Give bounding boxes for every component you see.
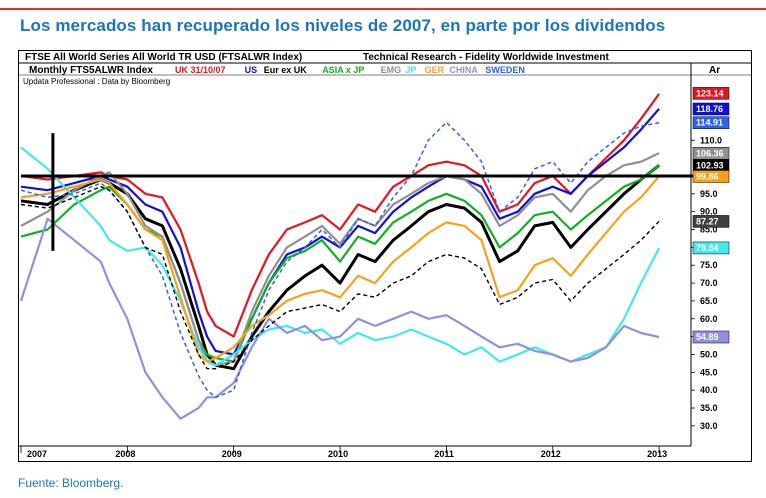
y-tick-label: 60.0 xyxy=(700,314,718,324)
legend-item: CHINA xyxy=(449,65,478,75)
x-tick-label: 2007 xyxy=(27,449,47,459)
legend-item: UK 31/10/07 xyxy=(175,65,226,75)
series-line xyxy=(20,164,660,363)
page-title: Los mercados han recuperado los niveles … xyxy=(20,16,666,35)
end-label-text: 114.91 xyxy=(696,118,723,128)
x-tick-label: 2013 xyxy=(647,449,667,459)
legend-item: GER xyxy=(425,65,445,75)
chart-svg: FTSE All World Series All World TR USD (… xyxy=(19,51,751,459)
y-tick-label: 65.0 xyxy=(700,296,718,306)
end-label-box xyxy=(692,330,730,344)
chart-title-right: Technical Research - Fidelity Worldwide … xyxy=(363,52,609,63)
y-tick-label: 40.0 xyxy=(700,385,718,395)
end-label-box xyxy=(692,116,730,129)
title-bar xyxy=(19,51,751,60)
series-line xyxy=(20,152,660,367)
y-tick-label: 90.0 xyxy=(700,207,718,217)
end-label-text: 79.84 xyxy=(696,243,719,253)
y-tick-label: 50.0 xyxy=(700,349,718,359)
legend-item: Eur ex UK xyxy=(264,65,308,75)
chart-subtitle: Monthly FTS5ALWR Index xyxy=(29,65,153,76)
end-label-box xyxy=(692,241,730,255)
legend-item: JP xyxy=(405,65,416,75)
x-tick-label: 2010 xyxy=(328,449,348,459)
end-label-box xyxy=(692,102,730,116)
end-label-text: 102.93 xyxy=(696,160,724,170)
y-tick-label: 35.0 xyxy=(700,403,718,413)
y-tick-label: 70.0 xyxy=(700,278,718,288)
series-line xyxy=(20,164,661,371)
chart-panel: FTSE All World Series All World TR USD (… xyxy=(18,50,752,462)
series-line xyxy=(19,217,660,420)
x-tick-label: 2009 xyxy=(222,449,242,459)
data-credit: Updata Professional : Data by Bloomberg xyxy=(23,77,170,86)
x-tick-label: 2008 xyxy=(115,449,135,459)
legend-item: SWEDEN xyxy=(485,65,525,75)
chart-title: FTSE All World Series All World TR USD (… xyxy=(25,52,302,63)
x-tick-label: 2011 xyxy=(434,449,454,459)
x-tick-label: 2012 xyxy=(541,449,561,459)
y-tick-label: 110.0 xyxy=(700,135,722,145)
end-label-text: 118.76 xyxy=(696,104,723,114)
end-label-text: 106.36 xyxy=(696,148,724,158)
y-tick-label: 45.0 xyxy=(700,367,718,377)
legend-item: ASIA x JP xyxy=(322,65,364,75)
end-label-text: 99.86 xyxy=(696,171,719,181)
series-line xyxy=(20,175,660,363)
y-tick-label: 30.0 xyxy=(700,421,718,431)
series-line xyxy=(20,185,660,370)
end-label-box xyxy=(692,87,730,100)
series-line xyxy=(20,108,660,356)
end-label-box xyxy=(692,215,730,228)
legend-item: EMG xyxy=(381,65,402,75)
end-label-text: 123.14 xyxy=(696,88,724,98)
end-label-text: 87.27 xyxy=(696,216,719,226)
legend-item: US xyxy=(245,65,258,75)
y-axis-label: Ar xyxy=(709,65,720,76)
source-note: Fuente: Bloomberg. xyxy=(18,476,124,490)
y-tick-label: 75.0 xyxy=(700,260,718,270)
end-label-box xyxy=(692,170,730,183)
y-tick-label: 85.0 xyxy=(700,225,718,235)
end-label-text: 54.89 xyxy=(696,332,719,342)
y-tick-label: 95.0 xyxy=(700,189,718,199)
header-rule xyxy=(0,8,766,10)
